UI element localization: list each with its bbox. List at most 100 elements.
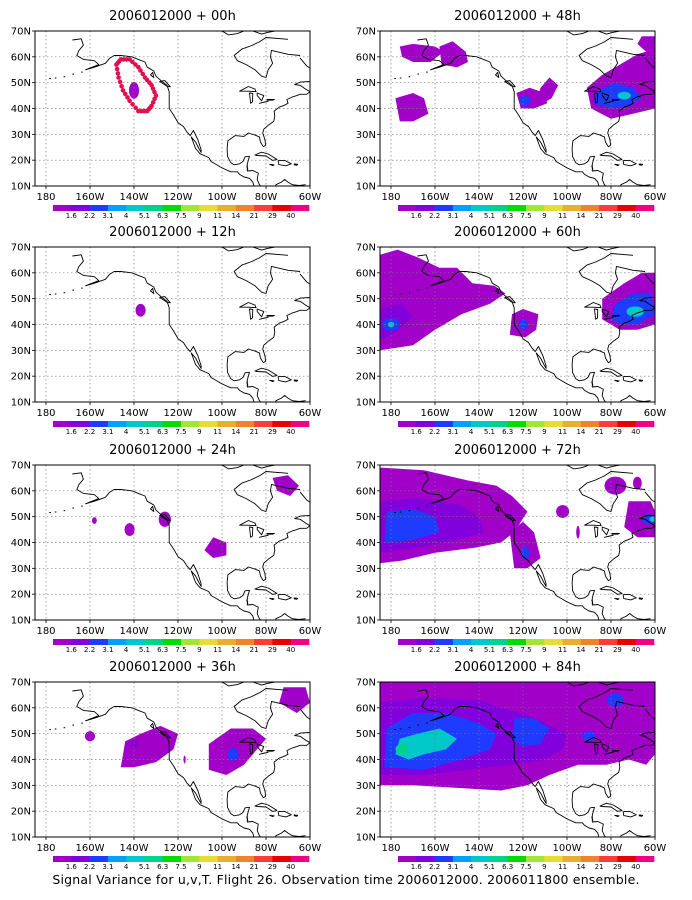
- colorbar-label: 3.1: [102, 428, 113, 436]
- colorbar-swatch: [580, 639, 600, 645]
- island-outline: [81, 505, 83, 507]
- colorbar-swatch: [562, 856, 582, 862]
- lake-outline: [266, 315, 275, 317]
- x-tick-label: 100W: [553, 626, 582, 637]
- island-outline: [269, 814, 275, 818]
- colorbar-swatch: [452, 205, 472, 211]
- x-tick-label: 160W: [421, 843, 450, 854]
- x-tick-label: 120W: [164, 843, 193, 854]
- x-tick-label: 160W: [76, 843, 105, 854]
- colorbar-swatch: [217, 205, 237, 211]
- variance-contour: [509, 521, 541, 569]
- island-outline: [408, 727, 411, 729]
- island-outline: [504, 731, 516, 739]
- lake-outline: [603, 751, 614, 755]
- colorbar-swatch: [254, 205, 273, 211]
- colorbar-swatch: [544, 421, 563, 427]
- island-outline: [54, 77, 57, 79]
- colorbar-swatch: [126, 856, 145, 862]
- colorbar-swatch: [526, 639, 545, 645]
- colorbar-label: 3.1: [447, 212, 458, 220]
- x-tick-label: 100W: [553, 843, 582, 854]
- colorbar-swatch: [272, 205, 291, 211]
- colorbar-label: 2.2: [84, 212, 95, 220]
- lake-outline: [594, 308, 599, 320]
- variance-contour: [520, 546, 530, 560]
- colorbar-label: 21: [250, 428, 259, 436]
- island-outline: [81, 71, 83, 73]
- colorbar-label: 11: [213, 863, 222, 871]
- colorbar-label: 7.5: [520, 646, 531, 654]
- island-outline: [269, 379, 275, 383]
- colorbar-swatch: [89, 205, 109, 211]
- colorbar-swatch: [507, 639, 527, 645]
- variance-contour: [135, 303, 146, 317]
- colorbar-swatch: [434, 205, 454, 211]
- x-tick-label: 160W: [421, 626, 450, 637]
- island-outline: [277, 810, 292, 818]
- variance-contour: [227, 747, 239, 761]
- colorbar-label: 6.3: [157, 212, 168, 220]
- colorbar-label: 1.6: [66, 428, 78, 436]
- island-outline: [417, 507, 419, 509]
- colorbar-swatch: [617, 639, 636, 645]
- x-tick-label: 140W: [465, 408, 494, 419]
- colorbar-swatch: [126, 205, 145, 211]
- x-tick-label: 140W: [120, 843, 149, 854]
- island-outline: [269, 163, 275, 167]
- colorbar-label: 21: [250, 863, 259, 871]
- y-tick-label: 20N: [11, 156, 31, 167]
- lake-outline: [239, 520, 257, 527]
- colorbar-label: 1.6: [411, 646, 423, 654]
- colorbar-label: 40: [286, 428, 295, 436]
- island-outline: [504, 296, 516, 304]
- colorbar-swatch: [416, 421, 435, 427]
- colorbar-label: 2.2: [84, 428, 95, 436]
- island-outline: [408, 76, 411, 78]
- x-tick-label: 80W: [255, 192, 278, 203]
- lake-outline: [594, 526, 599, 538]
- colorbar-label: 6.3: [157, 646, 168, 654]
- y-tick-label: 70N: [356, 243, 376, 254]
- island-outline: [417, 289, 419, 291]
- colorbar-swatch: [489, 205, 508, 211]
- y-tick-label: 30N: [11, 346, 31, 357]
- colorbar-label: 4: [124, 646, 129, 654]
- observation-dot: [115, 71, 121, 76]
- island-outline: [394, 294, 396, 295]
- colorbar-swatch: [635, 856, 655, 862]
- island-outline: [54, 293, 57, 295]
- colorbar-label: 9: [542, 646, 546, 654]
- x-tick-label: 100W: [553, 408, 582, 419]
- map-area: [380, 31, 655, 186]
- x-tick-label: 60W: [644, 626, 667, 637]
- island-outline: [614, 379, 620, 383]
- coastline: [246, 816, 249, 821]
- x-tick-label: 60W: [644, 192, 667, 203]
- x-tick-label: 160W: [76, 408, 105, 419]
- colorbar-label: 7.5: [175, 646, 186, 654]
- colorbar-label: 29: [613, 863, 622, 871]
- colorbar-swatch: [126, 639, 145, 645]
- variance-contour: [637, 36, 655, 52]
- variance-contour: [130, 740, 138, 748]
- lake-outline: [594, 92, 599, 104]
- colorbar-label: 9: [197, 428, 201, 436]
- island-outline: [150, 71, 155, 78]
- y-tick-label: 40N: [11, 538, 31, 549]
- colorbar-swatch: [526, 421, 545, 427]
- x-tick-label: 140W: [120, 408, 149, 419]
- colorbar-swatch: [635, 639, 655, 645]
- island-outline: [495, 722, 500, 729]
- colorbar-swatch: [398, 856, 417, 862]
- observation-dot: [138, 68, 143, 73]
- colorbar-label: 14: [231, 863, 240, 871]
- colorbar-label: 29: [268, 646, 277, 654]
- colorbar-swatch: [617, 856, 636, 862]
- x-tick-label: 120W: [164, 626, 193, 637]
- x-tick-label: 160W: [421, 408, 450, 419]
- colorbar-swatch: [181, 205, 200, 211]
- coastline: [591, 816, 594, 821]
- panel-title: 2006012000 + 60h: [454, 225, 581, 240]
- colorbar-label: 9: [197, 646, 201, 654]
